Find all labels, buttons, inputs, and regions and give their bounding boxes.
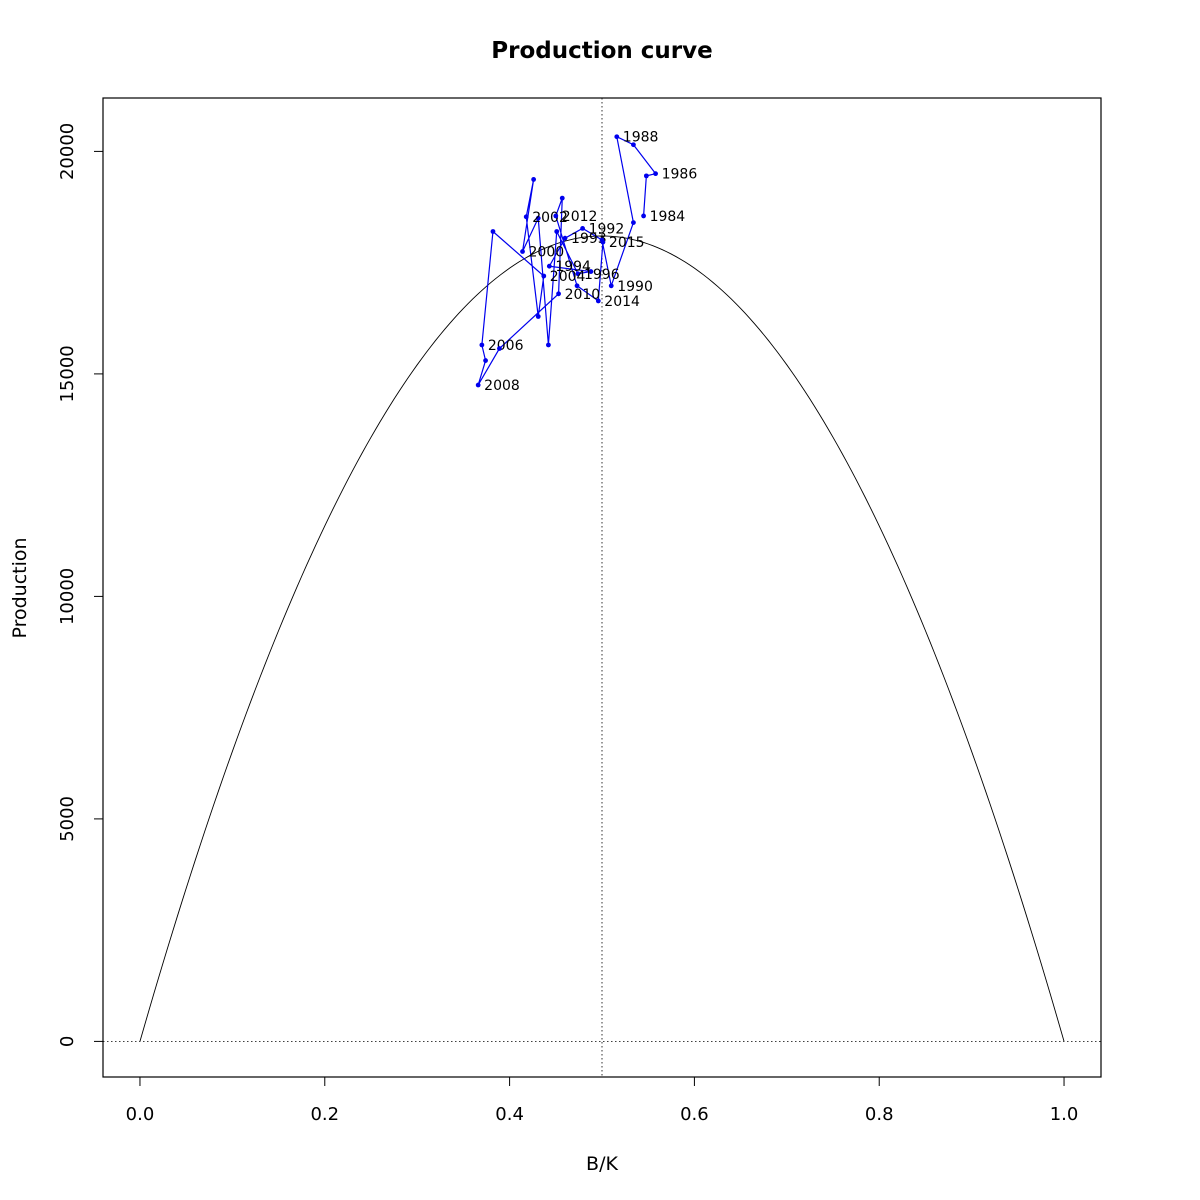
data-point-2007 (483, 358, 488, 363)
data-point-2001 (531, 177, 537, 182)
y-tick-label-1: 5000 (57, 796, 78, 842)
y-axis-label: Production (9, 537, 31, 638)
point-label-1986: 1986 (662, 167, 698, 183)
point-label-1993: 1993 (571, 231, 607, 247)
data-point-2015 (600, 239, 606, 245)
data-point-2006 (479, 342, 485, 348)
point-label-2000: 2000 (529, 245, 565, 261)
production-curve (139, 235, 1065, 1042)
data-point-2002 (523, 214, 529, 220)
data-point-1994 (546, 263, 552, 269)
data-point-1995 (588, 269, 594, 274)
data-point-2004 (541, 273, 547, 279)
data-point-2008 (475, 382, 481, 388)
point-label-1988: 1988 (623, 130, 659, 146)
data-point-2010 (556, 291, 561, 297)
point-label-1994: 1994 (555, 259, 591, 275)
x-tick-label-1: 0.2 (310, 1104, 339, 1125)
data-point-2005 (490, 229, 496, 234)
x-tick-label-3: 0.6 (680, 1104, 709, 1125)
chart-title: Production curve (491, 38, 712, 64)
point-label-2015: 2015 (609, 235, 645, 251)
data-point-1985 (643, 173, 649, 179)
data-point-2003 (535, 314, 541, 319)
point-label-2006: 2006 (488, 338, 524, 354)
data-point-1989 (631, 220, 636, 226)
data-point-1990 (608, 283, 614, 289)
x-tick-label-4: 0.8 (865, 1104, 894, 1125)
x-tick-label-5: 1.0 (1050, 1104, 1079, 1125)
data-point-2009 (497, 346, 502, 351)
point-label-1984: 1984 (650, 209, 686, 225)
data-point-1998 (546, 342, 551, 348)
plot-area: 0.0 0.2 0.4 0.6 0.8 1.0 0 5000 10000 15000 20000 19… (57, 97, 1102, 1125)
point-label-2010: 2010 (565, 287, 601, 303)
data-point-1993 (562, 235, 568, 241)
point-label-1996: 1996 (584, 267, 620, 283)
x-tick-label-0: 0.0 (126, 1104, 155, 1125)
data-point-2011 (559, 195, 565, 201)
x-tick-label-2: 0.4 (495, 1104, 524, 1125)
point-label-2008: 2008 (484, 378, 520, 394)
data-point-1986 (653, 171, 658, 177)
point-label-2014: 2014 (604, 294, 640, 310)
data-point-2013 (574, 283, 580, 289)
y-tick-label-3: 15000 (57, 345, 78, 402)
data-point-1999 (535, 215, 541, 221)
data-point-2012 (553, 213, 559, 219)
series-line-0 (477, 135, 657, 386)
point-label-2004: 2004 (550, 269, 586, 285)
data-point-2014 (595, 298, 601, 304)
point-label-2012: 2012 (562, 209, 598, 225)
point-label-1992: 1992 (589, 221, 625, 237)
data-point-1997 (554, 229, 560, 234)
point-label-1990: 1990 (617, 279, 653, 295)
data-point-1996 (575, 271, 581, 277)
y-tick-label-4: 20000 (57, 123, 78, 180)
data-point-1984 (641, 213, 646, 219)
data-point-2000 (520, 249, 525, 254)
y-tick-label-2: 10000 (57, 568, 78, 625)
point-label-2002: 2002 (532, 210, 568, 226)
data-point-1992 (580, 225, 585, 231)
data-point-1987 (631, 142, 636, 148)
data-point-1988 (614, 134, 620, 140)
x-axis-label: B/K (586, 1153, 618, 1175)
y-tick-label-0: 0 (57, 1036, 78, 1047)
